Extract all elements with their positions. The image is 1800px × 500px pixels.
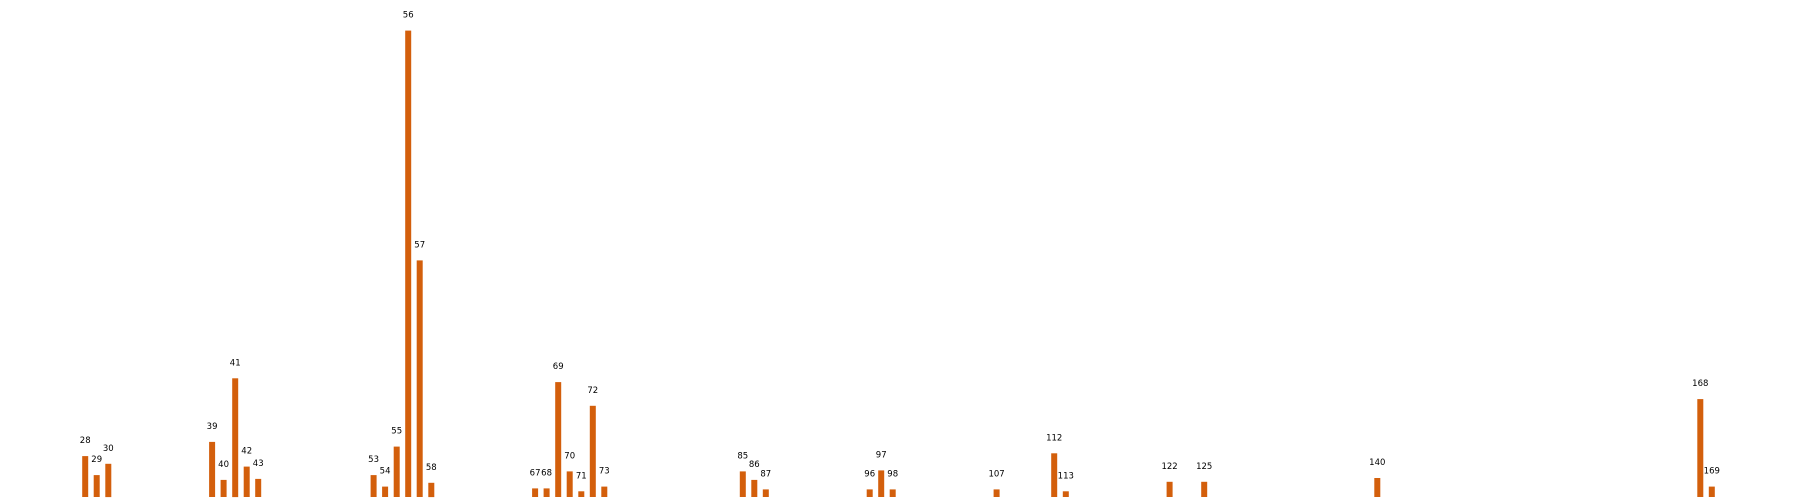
bar-73 <box>601 486 608 497</box>
bar-label-53: 53 <box>368 455 379 465</box>
bar-56 <box>405 30 412 497</box>
bar-113 <box>1062 491 1069 497</box>
bar-label-55: 55 <box>391 427 402 437</box>
bar-label-140: 140 <box>1369 458 1385 468</box>
bar-label-169: 169 <box>1704 467 1720 477</box>
bar-98 <box>889 489 896 497</box>
bar-label-112: 112 <box>1046 433 1062 443</box>
bar-label-42: 42 <box>241 447 252 457</box>
bar-68 <box>543 488 550 497</box>
bar-69 <box>555 382 562 497</box>
bar-label-58: 58 <box>426 463 437 473</box>
bar-55 <box>393 446 400 497</box>
bar-107 <box>993 489 1000 497</box>
bar-label-39: 39 <box>207 422 218 432</box>
bar-96 <box>866 489 873 497</box>
bar-label-96: 96 <box>864 469 875 479</box>
bar-28 <box>82 456 89 497</box>
bar-72 <box>589 405 596 497</box>
bar-label-30: 30 <box>103 444 114 454</box>
bar-58 <box>428 482 435 498</box>
bar-label-41: 41 <box>230 358 241 368</box>
bar-label-72: 72 <box>587 386 598 396</box>
bar-label-40: 40 <box>218 460 229 470</box>
bar-label-168: 168 <box>1692 379 1708 389</box>
bar-43 <box>255 478 262 497</box>
bar-label-57: 57 <box>414 240 425 250</box>
bar-label-122: 122 <box>1161 462 1177 472</box>
bar-86 <box>751 479 758 497</box>
bar-label-71: 71 <box>576 471 587 481</box>
bar-85 <box>739 471 746 497</box>
bar-53 <box>370 475 377 497</box>
bar-57 <box>416 260 423 497</box>
bar-169 <box>1708 486 1715 497</box>
bar-29 <box>93 475 100 497</box>
bar-label-67: 67 <box>530 468 541 478</box>
bar-67 <box>532 488 539 497</box>
bar-label-43: 43 <box>253 459 264 469</box>
bar-label-97: 97 <box>876 450 887 460</box>
bar-112 <box>1051 453 1058 497</box>
bar-label-29: 29 <box>91 455 102 465</box>
bar-label-54: 54 <box>380 467 391 477</box>
bar-label-56: 56 <box>403 11 414 21</box>
bar-label-69: 69 <box>553 362 564 372</box>
bar-42 <box>243 466 250 497</box>
bar-168 <box>1697 399 1704 497</box>
bar-label-85: 85 <box>737 451 748 461</box>
bar-label-68: 68 <box>541 468 552 478</box>
bar-54 <box>382 486 389 497</box>
bar-140 <box>1374 478 1381 497</box>
bar-87 <box>762 489 769 497</box>
bar-label-113: 113 <box>1058 471 1074 481</box>
bar-label-86: 86 <box>749 460 760 470</box>
bar-40 <box>220 479 227 497</box>
bar-label-70: 70 <box>564 451 575 461</box>
bar-label-98: 98 <box>887 469 898 479</box>
bar-41 <box>232 378 239 498</box>
bar-97 <box>878 470 885 497</box>
bar-39 <box>209 441 216 497</box>
bar-label-107: 107 <box>988 469 1004 479</box>
bar-125 <box>1201 481 1208 497</box>
bar-label-73: 73 <box>599 467 610 477</box>
bar-122 <box>1166 481 1173 497</box>
bar-label-87: 87 <box>760 469 771 479</box>
bar-70 <box>566 471 573 497</box>
bar-30 <box>105 463 112 498</box>
bar-label-28: 28 <box>80 436 91 446</box>
bar-label-125: 125 <box>1196 462 1212 472</box>
bar-series <box>82 30 1715 498</box>
bar-71 <box>578 491 585 497</box>
